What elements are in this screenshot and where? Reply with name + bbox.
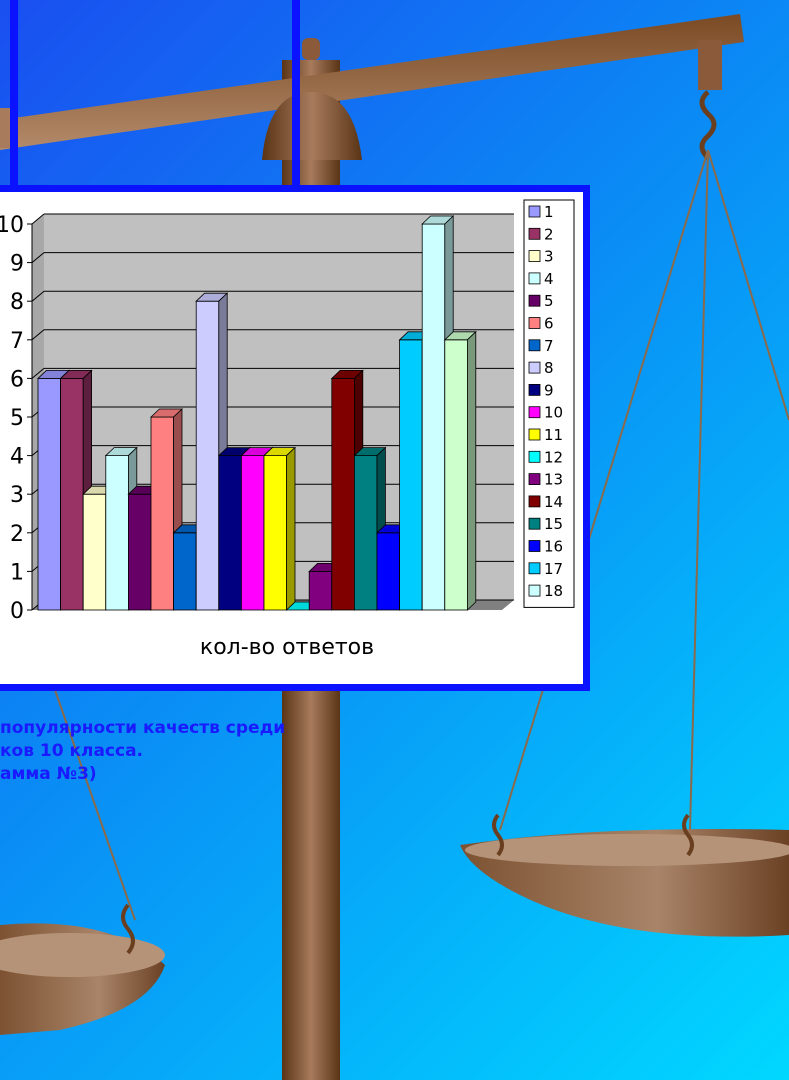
scale-beam	[0, 14, 744, 150]
legend-swatch	[528, 562, 541, 575]
y-tick-label: 3	[10, 483, 24, 508]
left-string	[54, 689, 136, 921]
bar-front	[173, 532, 197, 611]
y-tick-label: 4	[10, 445, 24, 470]
legend-swatch	[528, 473, 541, 486]
legend-swatch	[528, 428, 541, 441]
legend-swatch	[528, 517, 541, 530]
legend-label: 18	[544, 582, 563, 600]
bar-front	[421, 223, 446, 611]
bar-front	[37, 377, 62, 611]
bar-front	[353, 455, 378, 611]
legend-label: 2	[544, 225, 554, 243]
caption-line-3: амма №3)	[0, 764, 97, 784]
legend-label: 11	[544, 426, 563, 444]
y-tick-label: 1	[10, 560, 24, 585]
right-hook	[699, 90, 717, 160]
bar-front	[331, 377, 355, 611]
bar-front	[240, 455, 265, 611]
bar-front	[60, 377, 84, 611]
y-tick-label: 2	[10, 522, 24, 547]
legend-label: 7	[544, 337, 554, 355]
legend-label: 3	[544, 248, 554, 266]
legend-label: 15	[544, 515, 563, 533]
caption-line-1: популярности качеств среди	[0, 718, 286, 738]
legend-label: 5	[544, 292, 554, 310]
y-tick-label: 5	[10, 406, 24, 431]
bar-front	[308, 570, 333, 611]
gridline-depth	[31, 290, 45, 302]
left-edge-sliver	[0, 108, 10, 148]
right-string-3	[707, 149, 789, 421]
left-pan-rim	[0, 933, 165, 977]
right-pan-hook-2	[682, 813, 694, 857]
bar-front	[195, 300, 220, 611]
legend-swatch	[528, 339, 541, 352]
scale-bell	[262, 92, 362, 160]
legend-swatch	[528, 383, 541, 396]
legend-swatch	[528, 495, 541, 508]
legend-swatch	[528, 227, 541, 240]
chart-frame: 0 1 2 3 4 5 6 7 8 9 10 кол-во ответов 1 2 3 4 5 6 7 8 9 10 11 1…	[0, 185, 590, 691]
left-pan-hook	[121, 903, 135, 955]
gridline-depth	[31, 329, 45, 341]
legend-swatch	[528, 361, 541, 374]
legend-swatch	[528, 205, 541, 218]
right-string-2	[689, 149, 709, 831]
legend-label: 14	[544, 493, 563, 511]
bar-front	[105, 455, 129, 611]
legend-swatch	[528, 406, 541, 419]
y-tick-label: 6	[10, 367, 24, 392]
y-tick-label: 7	[10, 329, 24, 354]
y-tick-label: 10	[0, 213, 24, 238]
legend-label: 13	[544, 471, 563, 489]
legend-swatch	[528, 294, 541, 307]
y-tick-label: 9	[10, 252, 24, 277]
bar-side	[466, 330, 477, 611]
gridline-depth	[31, 368, 45, 379]
legend-label: 12	[544, 448, 563, 466]
back-frame-mid	[292, 0, 300, 185]
legend-swatch	[528, 250, 541, 262]
right-hanger	[698, 40, 722, 90]
legend-label: 6	[544, 315, 554, 333]
bar-front	[399, 339, 423, 611]
legend-box	[523, 199, 575, 608]
gridline-depth	[31, 213, 45, 225]
legend-swatch	[528, 584, 541, 597]
bar-front	[376, 532, 401, 611]
bar-front	[263, 455, 288, 611]
legend-swatch	[528, 317, 541, 329]
y-tick-label: 8	[10, 290, 24, 315]
legend-swatch	[528, 272, 541, 285]
legend-label: 16	[544, 538, 563, 556]
scale-knob	[302, 38, 320, 60]
bar-front	[127, 493, 152, 611]
chart-caption: популярности качеств среди ков 10 класса…	[0, 717, 420, 786]
right-pan-hook-1	[492, 813, 504, 857]
bar-front	[218, 455, 242, 611]
legend-label: 17	[544, 560, 563, 578]
bar-side	[286, 446, 296, 611]
bar-front	[82, 493, 107, 611]
legend-swatch	[528, 450, 541, 463]
y-tick-label: 0	[10, 599, 24, 624]
back-frame-left	[10, 0, 18, 185]
legend-label: 9	[544, 381, 554, 399]
caption-line-2: ков 10 класса.	[0, 741, 144, 761]
legend-label: 4	[544, 270, 554, 288]
bar-front	[444, 339, 468, 611]
bar-front	[150, 416, 175, 611]
right-pan-rim	[465, 834, 789, 866]
legend-swatch	[528, 540, 541, 552]
legend-label: 1	[544, 203, 554, 221]
legend-label: 10	[544, 404, 563, 422]
gridline-depth	[31, 252, 45, 263]
legend-label: 8	[544, 359, 554, 377]
x-axis-label: кол-во ответов	[200, 635, 374, 660]
right-string-1	[499, 149, 709, 831]
